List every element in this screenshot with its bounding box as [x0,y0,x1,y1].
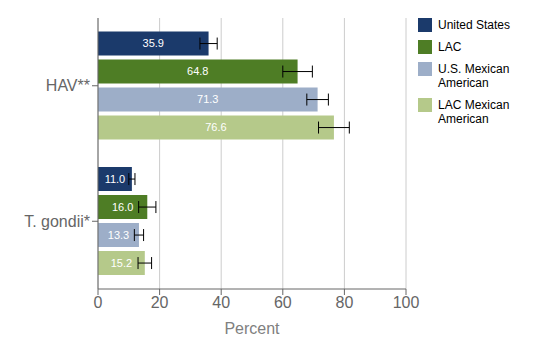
svg-text:35.9: 35.9 [143,37,164,49]
svg-text:71.3: 71.3 [197,93,218,105]
svg-text:64.8: 64.8 [187,65,208,77]
html-text:U.S. Mexican American: U.S. Mexican American [438,62,510,90]
svg-text:16.0: 16.0 [112,201,133,213]
svg-text:80: 80 [336,294,354,311]
svg-text:40: 40 [212,294,230,311]
svg-text:60: 60 [274,294,292,311]
html-text:LAC Mexican American: LAC Mexican American [438,98,510,126]
svg-text:76.6: 76.6 [205,121,226,133]
svg-text:Percent: Percent [224,320,280,337]
svg-text:0: 0 [94,294,103,311]
html-text:LAC: LAC [438,40,462,54]
svg-text:11.0: 11.0 [105,173,126,185]
svg-text:100: 100 [393,294,420,311]
svg-text:13.3: 13.3 [108,229,129,241]
svg-text:15.2: 15.2 [111,257,132,269]
svg-text:20: 20 [151,294,169,311]
svg-text:T. gondii*: T. gondii* [24,213,90,230]
svg-text:HAV**: HAV** [46,77,90,94]
html-text:United States: United States [438,18,510,32]
